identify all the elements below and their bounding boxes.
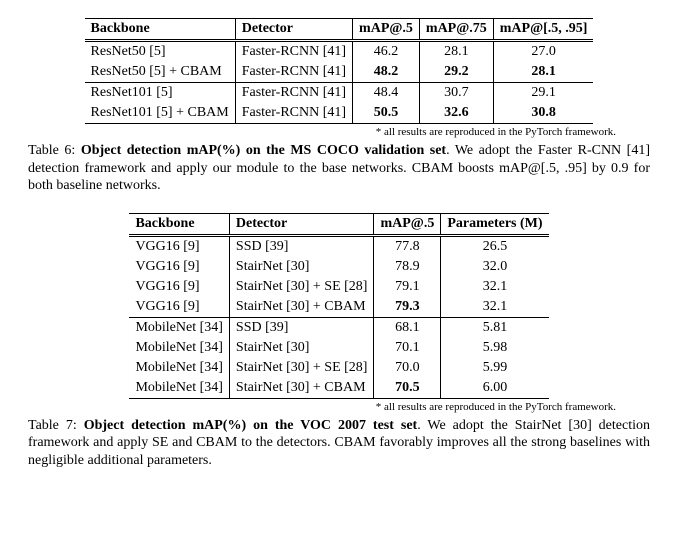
table-cell: SSD [39]	[229, 317, 374, 338]
table-cell: 26.5	[441, 235, 549, 257]
table-cell: 32.0	[441, 257, 549, 277]
table-cell: 50.5	[353, 103, 420, 124]
table-cell: VGG16 [9]	[129, 297, 229, 318]
table-cell: StairNet [30]	[229, 257, 374, 277]
table-cell: 30.8	[493, 103, 593, 124]
table-cell: 79.1	[374, 277, 441, 297]
table-cell: VGG16 [9]	[129, 277, 229, 297]
caption-title: Object detection mAP(%) on the VOC 2007 …	[84, 418, 418, 433]
table-cell: MobileNet [34]	[129, 358, 229, 378]
table-cell: ResNet101 [5] + CBAM	[85, 103, 236, 124]
table-cell: 78.9	[374, 257, 441, 277]
table-cell: 48.2	[353, 62, 420, 83]
table-cell: 70.5	[374, 378, 441, 399]
table-cell: 6.00	[441, 378, 549, 399]
table-coco: Backbone Detector mAP@.5 mAP@.75 mAP@[.5…	[85, 18, 594, 124]
col-map5: mAP@.5	[353, 19, 420, 41]
table7-caption: Table 7: Object detection mAP(%) on the …	[28, 417, 650, 470]
table-voc: Backbone Detector mAP@.5 Parameters (M) …	[129, 213, 548, 399]
caption-title: Object detection mAP(%) on the MS COCO v…	[81, 143, 446, 158]
table-cell: 70.1	[374, 338, 441, 358]
table-cell: 46.2	[353, 41, 420, 63]
col-detector: Detector	[235, 19, 352, 41]
table-cell: Faster-RCNN [41]	[235, 83, 352, 104]
col-detector: Detector	[229, 213, 374, 235]
table-cell: StairNet [30]	[229, 338, 374, 358]
table-cell: 48.4	[353, 83, 420, 104]
table-cell: SSD [39]	[229, 235, 374, 257]
table-cell: 28.1	[493, 62, 593, 83]
table-cell: VGG16 [9]	[129, 235, 229, 257]
table-cell: ResNet50 [5]	[85, 41, 236, 63]
table7-footnote: * all results are reproduced in the PyTo…	[28, 401, 616, 413]
table-cell: 5.99	[441, 358, 549, 378]
table-cell: ResNet50 [5] + CBAM	[85, 62, 236, 83]
table-cell: 28.1	[419, 41, 493, 63]
table-cell: 30.7	[419, 83, 493, 104]
col-params: Parameters (M)	[441, 213, 549, 235]
table-cell: 79.3	[374, 297, 441, 318]
table-cell: 5.98	[441, 338, 549, 358]
col-map595: mAP@[.5, .95]	[493, 19, 593, 41]
table-cell: 32.1	[441, 297, 549, 318]
col-map5: mAP@.5	[374, 213, 441, 235]
table-cell: ResNet101 [5]	[85, 83, 236, 104]
col-backbone: Backbone	[85, 19, 236, 41]
col-backbone: Backbone	[129, 213, 229, 235]
table-cell: Faster-RCNN [41]	[235, 103, 352, 124]
table-cell: MobileNet [34]	[129, 378, 229, 399]
table-cell: 27.0	[493, 41, 593, 63]
table-cell: MobileNet [34]	[129, 317, 229, 338]
table6-footnote: * all results are reproduced in the PyTo…	[28, 126, 616, 138]
caption-label: Table 6:	[28, 143, 81, 158]
caption-label: Table 7:	[28, 418, 84, 433]
col-map75: mAP@.75	[419, 19, 493, 41]
table-cell: Faster-RCNN [41]	[235, 62, 352, 83]
table-cell: 32.1	[441, 277, 549, 297]
table-cell: 77.8	[374, 235, 441, 257]
table-cell: StairNet [30] + SE [28]	[229, 358, 374, 378]
table-cell: Faster-RCNN [41]	[235, 41, 352, 63]
table-cell: MobileNet [34]	[129, 338, 229, 358]
table6-caption: Table 6: Object detection mAP(%) on the …	[28, 142, 650, 195]
table-cell: 5.81	[441, 317, 549, 338]
table-cell: StairNet [30] + SE [28]	[229, 277, 374, 297]
table-cell: VGG16 [9]	[129, 257, 229, 277]
table-cell: 32.6	[419, 103, 493, 124]
table-cell: StairNet [30] + CBAM	[229, 297, 374, 318]
table-cell: 29.2	[419, 62, 493, 83]
table-cell: StairNet [30] + CBAM	[229, 378, 374, 399]
table-cell: 70.0	[374, 358, 441, 378]
table-cell: 29.1	[493, 83, 593, 104]
table-cell: 68.1	[374, 317, 441, 338]
